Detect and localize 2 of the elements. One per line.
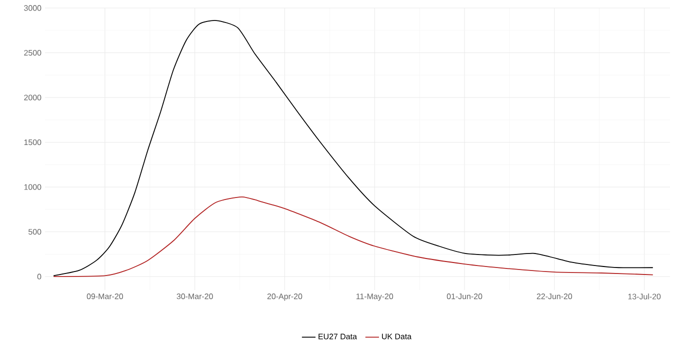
line-series bbox=[53, 196, 654, 278]
line-series bbox=[53, 20, 654, 276]
